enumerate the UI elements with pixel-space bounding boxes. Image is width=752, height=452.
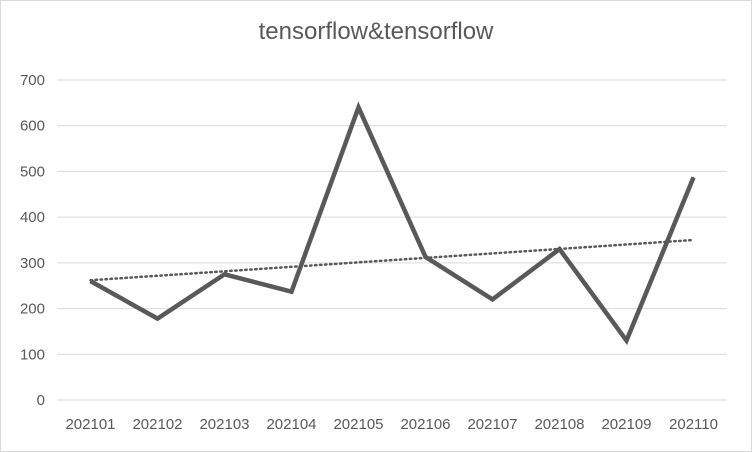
x-tick-label: 202101	[65, 416, 115, 433]
y-tick-label: 600	[20, 118, 45, 135]
y-tick-label: 200	[20, 301, 45, 318]
data-point	[224, 273, 225, 275]
data-point	[90, 280, 91, 282]
y-tick-label: 700	[20, 72, 45, 89]
chart-title: tensorflow&tensorflow	[258, 18, 494, 45]
y-tick-label: 100	[20, 346, 45, 363]
x-axis-tick-labels: 202101 202102 202103 202104 202105 202106 2021…	[65, 416, 718, 433]
x-tick-label: 202102	[132, 416, 182, 433]
x-tick-label: 202103	[199, 416, 249, 433]
data-point	[425, 256, 426, 258]
x-tick-label: 202107	[467, 416, 517, 433]
x-tick-label: 202105	[333, 416, 383, 433]
x-tick-label: 202104	[266, 416, 316, 433]
x-tick-label: 202110	[669, 416, 718, 433]
y-tick-label: 300	[20, 255, 45, 272]
x-tick-label: 202108	[534, 416, 584, 433]
data-point	[693, 176, 694, 178]
data-point	[157, 318, 158, 320]
trendline	[89, 238, 695, 282]
y-tick-label: 0	[37, 392, 45, 409]
data-point	[626, 340, 627, 342]
trendline-layer	[89, 238, 695, 282]
series-layer	[89, 101, 696, 346]
gridlines	[57, 79, 727, 401]
data-point	[358, 106, 359, 108]
y-tick-label: 400	[20, 209, 45, 226]
data-point	[291, 291, 292, 293]
x-tick-label: 202106	[400, 416, 450, 433]
data-point	[559, 248, 560, 250]
y-axis-tick-labels: 0 100 200 300 400 500 600 700	[20, 72, 45, 409]
x-tick-label: 202109	[601, 416, 651, 433]
data-point	[492, 298, 493, 300]
series-line-0	[89, 101, 696, 346]
y-tick-label: 500	[20, 163, 45, 180]
